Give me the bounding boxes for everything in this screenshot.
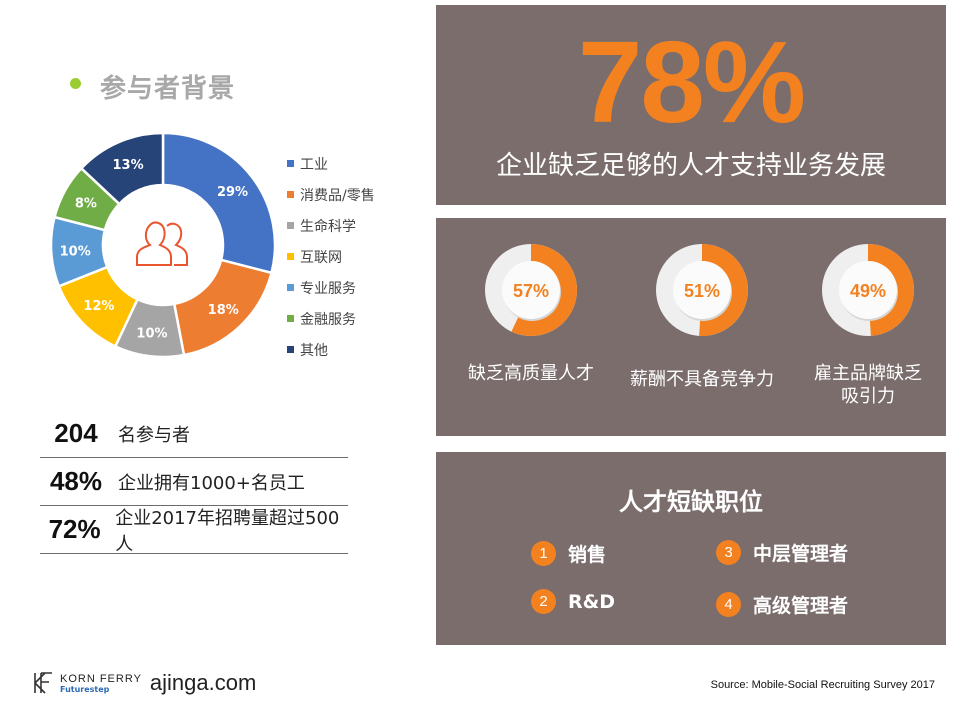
ring-arc <box>699 244 748 336</box>
shortage-panel: 人才短缺职位 1 销售 2 R&D 3 中层管理者 4 高级管理者 <box>436 452 946 645</box>
shortage-title: 人才短缺职位 <box>619 488 763 516</box>
legend-swatch <box>287 222 294 229</box>
stat-row: 72% 企业2017年招聘量超过500人 <box>40 506 348 555</box>
legend-item: 专业服务 <box>287 272 375 303</box>
legend-item: 工业 <box>287 148 375 179</box>
slice-data-label: 10% <box>60 245 91 260</box>
stat-number: 72% <box>48 514 101 544</box>
bullet-dot <box>70 78 81 89</box>
slice-data-label: 18% <box>208 303 239 318</box>
legend-label: 工业 <box>300 156 328 173</box>
role-number-badge: 2 <box>531 589 556 614</box>
ring-arc <box>868 244 915 336</box>
donut-slice <box>161 131 277 275</box>
legend-swatch <box>287 284 294 291</box>
role-text: 销售 <box>568 544 607 566</box>
role-item: 2 R&D <box>531 589 615 614</box>
legend-item: 互联网 <box>287 241 375 272</box>
legend-label: 生命科学 <box>300 218 356 235</box>
legend-label: 专业服务 <box>300 280 356 297</box>
partner-logo: ajinga.com <box>149 670 257 695</box>
ring-center <box>839 261 897 319</box>
role-number-badge: 1 <box>531 541 556 566</box>
role-item: 1 销售 <box>531 540 606 567</box>
industry-donut-chart: 29% 18% 10% 12% 10% 8% 13% <box>49 131 277 359</box>
donut-slice <box>79 131 165 206</box>
stat-number: 204 <box>54 418 98 448</box>
role-item: 4 高级管理者 <box>716 591 848 618</box>
stat-text: 企业拥有1000+名员工 <box>118 472 305 494</box>
role-text: 高级管理者 <box>753 595 849 617</box>
stat-row: 204 名参与者 <box>40 410 348 458</box>
headline-text: 企业缺乏足够的人才支持业务发展 <box>495 151 886 181</box>
legend-label: 其他 <box>300 342 328 359</box>
reasons-panel: 57% 缺乏高质量人才 51% 薪酬不具备竞争力 49% 雇主品牌缺乏 吸引力 <box>436 218 946 436</box>
legend-item: 金融服务 <box>287 303 375 334</box>
legend-label: 消费品/零售 <box>300 187 375 204</box>
chart-legend: 工业消费品/零售 生命科学互联网专业服务金融服务其他 <box>287 148 375 365</box>
people-icon <box>136 221 188 266</box>
slice-data-label: 8% <box>75 197 97 212</box>
legend-item: 生命科学 <box>287 210 375 241</box>
headline-percent: 78% <box>577 17 806 147</box>
ring-chart-graphic: 49% <box>822 244 915 336</box>
brand-name: KORN FERRY <box>60 672 142 685</box>
brand-sub: Futurestep <box>60 684 110 694</box>
korn-ferry-logo-icon <box>34 672 52 694</box>
ring-center <box>502 261 560 319</box>
ring-chart-graphic: 57% <box>485 244 577 336</box>
slice-data-label: 12% <box>83 299 114 314</box>
ring-value-label: 57% <box>513 281 549 301</box>
legend-swatch <box>287 160 294 167</box>
slice-data-label: 13% <box>112 158 143 173</box>
donut-center <box>104 186 222 304</box>
korn-ferry-wordmark: KORN FERRY Futurestep <box>56 673 142 694</box>
legend-label: 互联网 <box>300 249 342 266</box>
legend-swatch <box>287 346 294 353</box>
headline-panel: 78% 企业缺乏足够的人才支持业务发展 <box>436 5 946 205</box>
ring-center <box>673 261 731 319</box>
role-text: R&D <box>568 590 615 613</box>
section-title: 参与者背景 <box>100 74 236 104</box>
role-text: 中层管理者 <box>753 543 849 565</box>
ring-label: 薪酬不具备竞争力 <box>630 369 774 390</box>
ring-chart-graphic: 51% <box>656 244 748 336</box>
ring-chart: 49% <box>818 240 918 340</box>
footer-logo: KORN FERRY Futurestep ajinga.com <box>30 670 256 696</box>
stats-list: 204 名参与者 48% 企业拥有1000+名员工 72% 企业2017年招聘量… <box>40 410 348 555</box>
stat-number: 48% <box>49 466 103 496</box>
slice-data-label: 29% <box>217 185 248 200</box>
stat-text: 名参与者 <box>118 424 190 446</box>
role-number-badge: 3 <box>716 540 741 565</box>
role-number-badge: 4 <box>716 592 741 617</box>
legend-swatch <box>287 253 294 260</box>
ring-arc <box>511 244 577 336</box>
legend-label: 金融服务 <box>300 311 356 328</box>
ring-value-label: 49% <box>850 281 886 301</box>
legend-swatch <box>287 315 294 322</box>
ring-label: 雇主品牌缺乏 吸引力 <box>814 363 922 407</box>
legend-item: 消费品/零售 <box>287 179 375 210</box>
legend-item: 其他 <box>287 334 375 365</box>
stat-row: 48% 企业拥有1000+名员工 <box>40 458 348 506</box>
role-item: 3 中层管理者 <box>716 539 848 566</box>
stat-text: 企业2017年招聘量超过500人 <box>115 507 340 555</box>
ring-value-label: 51% <box>684 281 720 301</box>
ring-chart: 57% <box>481 240 581 340</box>
slice-data-label: 10% <box>136 326 167 341</box>
legend-swatch <box>287 191 294 198</box>
ring-chart: 51% <box>652 240 752 340</box>
source-note: Source: Mobile-Social Recruiting Survey … <box>710 679 935 691</box>
ring-label: 缺乏高质量人才 <box>468 363 594 384</box>
